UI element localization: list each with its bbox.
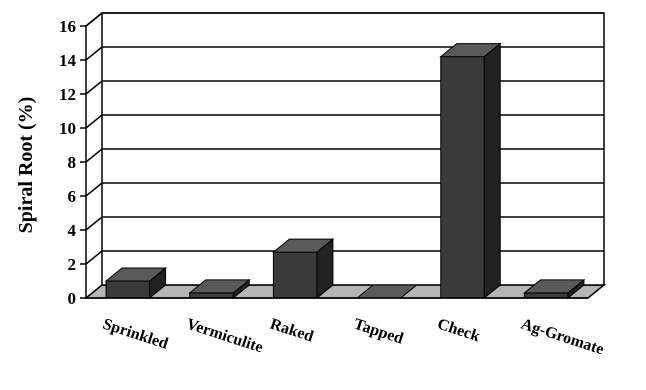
gridline: [85, 182, 604, 197]
bar-top: [188, 279, 251, 294]
y-tick-label: 14: [59, 51, 77, 70]
bar-top: [439, 43, 502, 58]
bar-front: [440, 56, 485, 299]
bar-top: [272, 238, 335, 253]
x-tick-label: Sprinkled: [101, 316, 171, 353]
y-tick-label: 2: [68, 255, 77, 274]
bar-side: [483, 42, 501, 300]
y-tick-label: 0: [68, 289, 77, 308]
y-axis-top-edge: [85, 12, 103, 27]
y-tick-label: 4: [68, 221, 77, 240]
bar-front: [272, 251, 318, 299]
gridline: [85, 46, 604, 61]
bar-raked: [272, 238, 335, 300]
y-tick-label: 8: [68, 153, 77, 172]
gridline: [85, 216, 604, 231]
gridline: [85, 114, 604, 129]
x-tick-label: Vermiculite: [184, 316, 265, 357]
gridline: [85, 250, 604, 265]
y-axis-title: Spiral Root (%): [15, 97, 37, 234]
bar-front: [189, 292, 234, 299]
y-tick-label: 10: [59, 119, 76, 138]
x-tick-label: Ag-Gromate: [519, 316, 606, 359]
y-tick-label: 16: [59, 17, 76, 36]
gridline: [85, 148, 604, 163]
x-tick-label: Tapped: [352, 316, 406, 348]
bar-top: [104, 267, 167, 282]
bar-ag-gromate: [523, 278, 586, 300]
gridline: [85, 80, 604, 95]
bar-check: [439, 42, 502, 300]
bar-front: [105, 280, 151, 299]
x-tick-label: Raked: [268, 316, 316, 346]
bar-top: [523, 279, 586, 294]
x-tick-label: Check: [435, 316, 482, 346]
bar-sprinkled: [104, 266, 167, 300]
y-tick-label: 12: [59, 85, 76, 104]
bar-front: [523, 292, 569, 299]
bar-vermiculite: [188, 278, 251, 300]
y-tick-label: 6: [68, 187, 77, 206]
